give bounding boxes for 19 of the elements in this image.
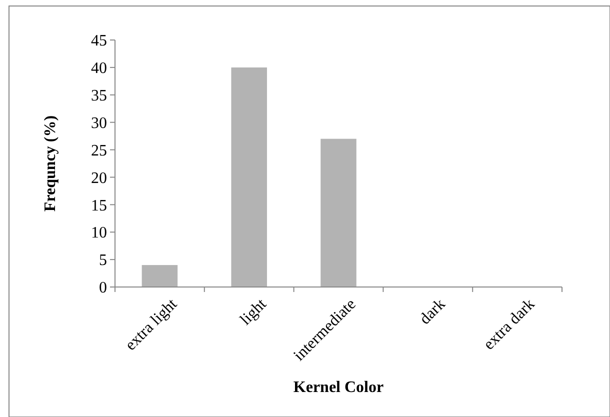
- y-tick-label: 25: [91, 142, 107, 160]
- bar: [231, 67, 267, 287]
- y-tick-label: 10: [91, 224, 107, 242]
- x-axis-title: Kernel Color: [293, 379, 384, 396]
- y-tick-label: 20: [91, 170, 107, 187]
- bar: [320, 138, 356, 287]
- y-axis-title: Frequncy (%): [42, 115, 59, 212]
- y-tick-label: 5: [99, 252, 107, 270]
- x-tick-label: dark: [416, 296, 449, 328]
- y-tick-label: 30: [91, 114, 107, 132]
- x-tick-label: extra dark: [480, 296, 538, 354]
- y-tick-label: 40: [91, 60, 107, 78]
- y-tick-label: 45: [91, 32, 107, 50]
- x-tick-label: light: [237, 295, 270, 329]
- y-tick-label: 15: [91, 197, 107, 214]
- y-tick-label: 0: [99, 280, 107, 297]
- x-tick-label: extra light: [122, 295, 181, 354]
- y-tick-label: 35: [91, 87, 107, 104]
- bar: [142, 265, 178, 287]
